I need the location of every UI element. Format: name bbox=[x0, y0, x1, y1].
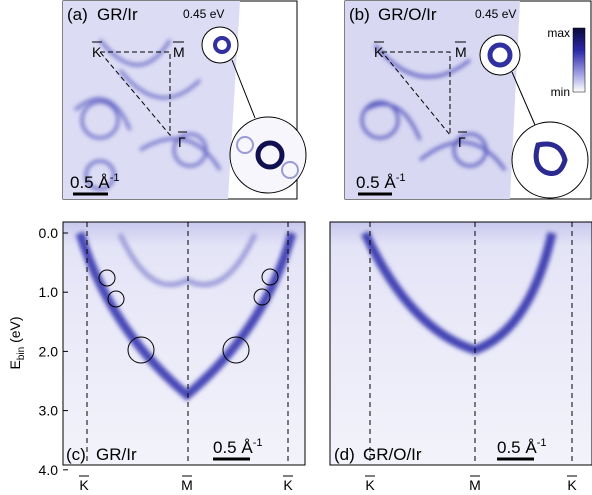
y-tick-label: 4.0 bbox=[39, 462, 59, 478]
y-tick-label: 2.0 bbox=[39, 343, 59, 359]
panel-b: (b) GR/O/Ir 0.45 eV K M Γ max min 0.5 Å-… bbox=[345, 1, 591, 199]
panel-a: (a) GR/Ir 0.45 eV K M Γ 0.5 Å-1 bbox=[63, 1, 306, 199]
sample: GR/O/Ir bbox=[378, 5, 437, 24]
y-label-unit: (eV) bbox=[7, 316, 23, 346]
sample: GR/O/Ir bbox=[363, 445, 422, 464]
fermi-map bbox=[345, 1, 520, 199]
scale-exp: -1 bbox=[110, 172, 120, 184]
y-tick-label: 0.0 bbox=[39, 225, 59, 241]
scale-exp: -1 bbox=[537, 437, 547, 449]
scale: 0.5 Å bbox=[497, 438, 537, 457]
point-k: K bbox=[374, 44, 384, 60]
zoom-circle bbox=[480, 35, 520, 75]
colorbar-max: max bbox=[547, 26, 570, 40]
point-k: K bbox=[92, 44, 102, 60]
scale-exp: -1 bbox=[253, 437, 263, 449]
y-label: E bbox=[7, 360, 23, 369]
zoom-circle bbox=[202, 27, 238, 63]
scale: 0.5 Å bbox=[356, 173, 396, 192]
scale: 0.5 Å bbox=[213, 438, 253, 457]
panel-d: (d) GR/O/Ir 0.5 Å-1 bbox=[330, 222, 592, 465]
colorbar-min: min bbox=[551, 85, 570, 99]
x-tick-label: K bbox=[365, 477, 375, 493]
x-tick-label: K bbox=[79, 477, 89, 493]
panel-label: (d) bbox=[334, 445, 355, 464]
x-tick-label: M bbox=[181, 477, 193, 493]
panel-frame bbox=[63, 222, 305, 465]
x-tick-label: K bbox=[567, 477, 577, 493]
sample: GR/Ir bbox=[97, 5, 138, 24]
figure: (a) GR/Ir 0.45 eV K M Γ 0.5 Å-1 (b) GR/O… bbox=[0, 0, 592, 495]
y-tick-label: 1.0 bbox=[39, 284, 59, 300]
point-m: M bbox=[455, 44, 467, 60]
inset bbox=[512, 122, 588, 198]
panel-label: (b) bbox=[349, 5, 370, 24]
point-gamma: Γ bbox=[178, 134, 186, 150]
scale-exp: -1 bbox=[396, 172, 406, 184]
sample: GR/Ir bbox=[96, 445, 137, 464]
inset bbox=[230, 117, 306, 193]
y-label-sub: bin bbox=[16, 347, 27, 360]
panel-label: (c) bbox=[66, 445, 86, 464]
energy: 0.45 eV bbox=[183, 7, 224, 21]
panel-label: (a) bbox=[67, 5, 88, 24]
x-tick-label: M bbox=[469, 477, 481, 493]
panel-c: 0.0 1.0 2.0 3.0 4.0 Ebin (eV) (c) GR/Ir 0.5 … bbox=[7, 222, 305, 478]
y-tick-label: 3.0 bbox=[39, 403, 59, 419]
scale: 0.5 Å bbox=[70, 173, 110, 192]
colorbar bbox=[573, 28, 585, 92]
point-m: M bbox=[173, 44, 185, 60]
point-gamma: Γ bbox=[458, 134, 466, 150]
y-axis-title: Ebin (eV) bbox=[7, 316, 27, 369]
energy: 0.45 eV bbox=[475, 7, 516, 21]
x-tick-label: K bbox=[283, 477, 293, 493]
